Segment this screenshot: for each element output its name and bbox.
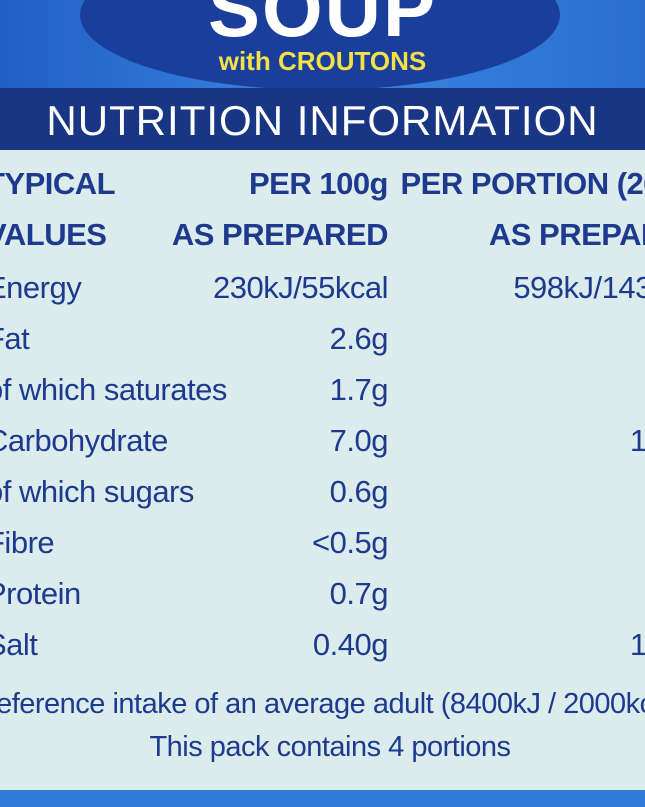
nutrient-value: <0.5g — [312, 525, 388, 560]
column-header: AS PREPARED — [171, 217, 389, 252]
column-header: VALUES — [0, 217, 107, 252]
nutrient-value: 0.7g — [329, 576, 389, 611]
column-header: AS PREPARED — [488, 217, 645, 252]
nutrient-value: 0.6g — [329, 474, 389, 509]
nutrient-name: of which saturates — [0, 372, 227, 407]
nutrient-value: 1.7g — [329, 372, 389, 407]
nutrient-value: 18.2g — [629, 423, 645, 458]
nutrient-name: of which sugars — [0, 474, 194, 509]
nutrient-name: Fibre — [0, 525, 55, 560]
nutrient-name: Energy — [0, 270, 82, 305]
title: NUTRITION INFORMATION — [46, 97, 599, 144]
nutrient-value: 7.0g — [329, 423, 389, 458]
nutrient-name: Fat — [0, 321, 30, 356]
bottom-edge — [0, 790, 645, 807]
column-header: PER 100g — [248, 166, 389, 201]
subtitle: with CROUTONS — [218, 46, 427, 76]
column-header: TYPICAL — [0, 166, 116, 201]
nutrient-name: Protein — [0, 576, 81, 611]
nutrient-value: 0.40g — [312, 627, 389, 662]
nutrient-value: 2.6g — [329, 321, 389, 356]
nutrient-name: Salt — [0, 627, 38, 662]
title-band — [0, 88, 645, 150]
footer-portions: This pack contains 4 portions — [149, 731, 511, 763]
footer-reference: Reference intake of an average adult (84… — [0, 688, 645, 720]
nutrient-value: 1.04g — [629, 627, 645, 662]
nutrient-value: 598kJ/143kcal — [513, 270, 645, 305]
brand: SOUP — [207, 0, 438, 53]
nutrient-name: Carbohydrate — [0, 423, 168, 458]
column-header: PER PORTION (261g) — [400, 166, 645, 201]
nutrient-value: 230kJ/55kcal — [213, 270, 388, 305]
